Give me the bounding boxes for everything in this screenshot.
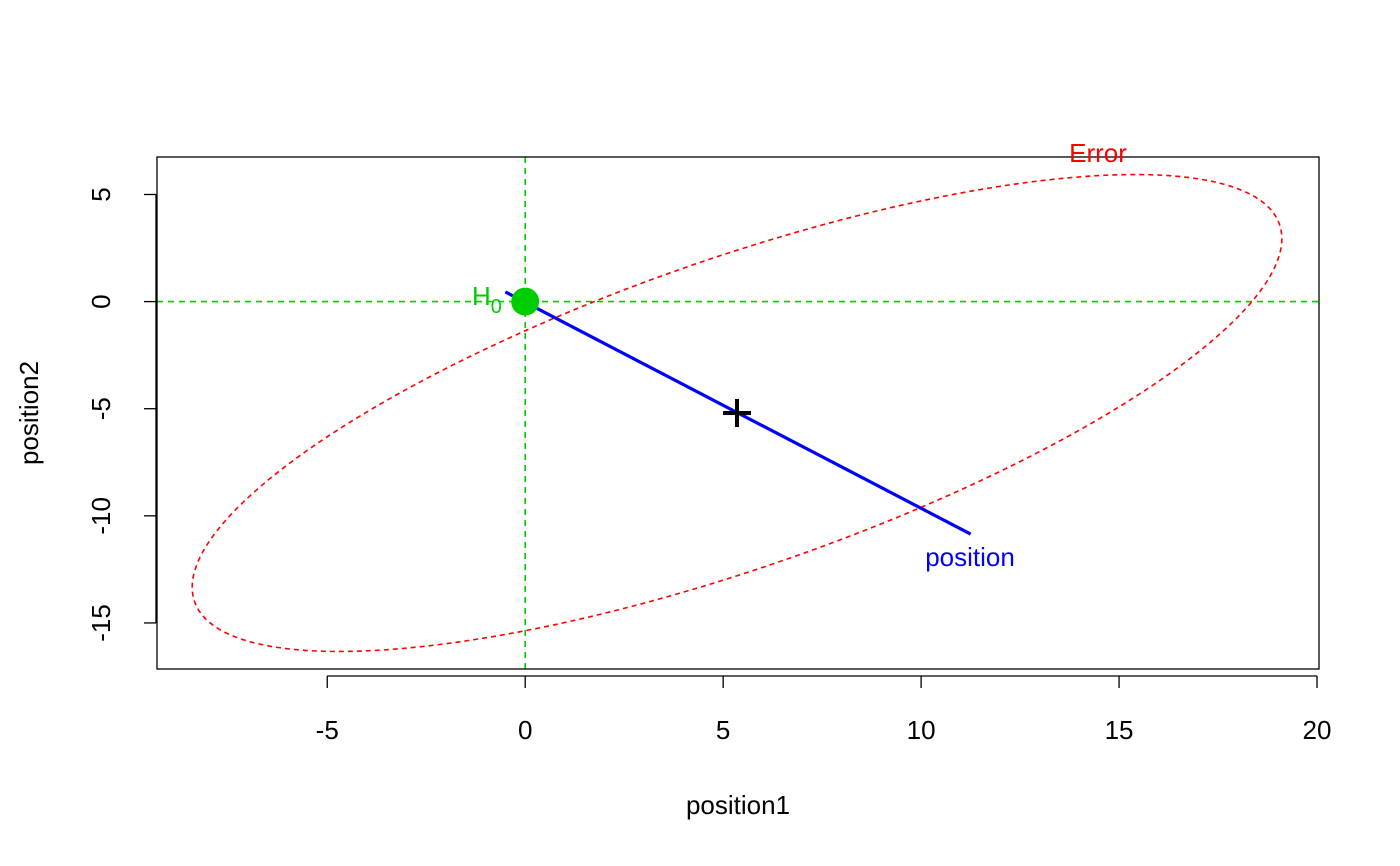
x-tick-label: 15 [1105, 715, 1134, 745]
x-axis-label: position1 [686, 790, 790, 820]
y-tick-label: -10 [86, 497, 116, 535]
y-tick-label: 5 [86, 187, 116, 201]
x-tick-label: 0 [518, 715, 532, 745]
plot-frame [156, 156, 1320, 670]
x-tick-label: 10 [907, 715, 936, 745]
y-tick-label: 0 [86, 294, 116, 308]
x-tick-label: 5 [716, 715, 730, 745]
x-tick-label: 20 [1303, 715, 1332, 745]
hypothesis-label: H0 [472, 281, 502, 318]
plot-region [157, 157, 1319, 669]
hypothesis-point [511, 287, 540, 316]
x-tick-label: -5 [316, 715, 339, 745]
error-ellipse [191, 173, 1283, 653]
x-axis: -5 0 5 10 15 20 [316, 675, 1332, 745]
position-label: position [925, 542, 1015, 572]
y-axis-label: position2 [14, 361, 44, 465]
y-axis: -15 -10 -5 0 5 [86, 187, 157, 642]
y-tick-label: -15 [86, 604, 116, 642]
error-label: Error [1069, 138, 1127, 168]
y-tick-label: -5 [86, 397, 116, 420]
